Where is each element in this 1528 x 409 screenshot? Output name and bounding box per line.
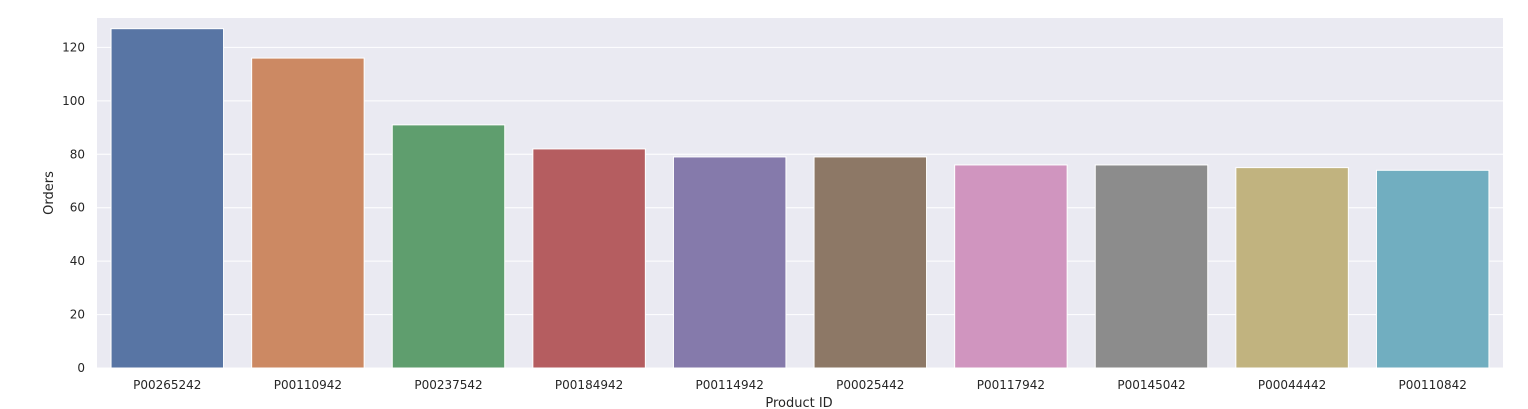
bar-P00117942 (954, 164, 1068, 369)
bar-P00114942 (672, 156, 787, 369)
x-axis-ticks: P00265242 P00110942 P00237542 P00184942 P001… (133, 378, 1467, 392)
y-tick-label: 100 (62, 94, 85, 108)
x-tick-label: P00114942 (696, 378, 764, 392)
y-tick-label: 0 (77, 361, 85, 375)
x-tick-label: P00110942 (274, 378, 342, 392)
bar-P00145042 (1094, 164, 1209, 369)
y-tick-label: 60 (70, 201, 85, 215)
x-tick-label: P00145042 (1117, 378, 1185, 392)
x-tick-label: P00237542 (414, 378, 482, 392)
bar-P00110842 (1375, 169, 1490, 369)
bar-P00025442 (813, 156, 928, 369)
x-tick-label: P00110842 (1399, 378, 1467, 392)
y-tick-label: 120 (62, 40, 85, 54)
x-tick-label: P00044442 (1258, 378, 1326, 392)
y-tick-label: 20 (70, 308, 85, 322)
bar-P00265242 (110, 28, 225, 369)
x-tick-label: P00184942 (555, 378, 623, 392)
y-axis-label: Orders (42, 171, 57, 215)
bar-P00237542 (391, 124, 506, 369)
y-tick-label: 40 (70, 254, 85, 268)
x-tick-label: P00117942 (977, 378, 1045, 392)
x-tick-label: P00025442 (836, 378, 904, 392)
bar-P00184942 (532, 148, 646, 369)
y-tick-label: 80 (70, 147, 85, 161)
bar-P00110942 (251, 57, 365, 369)
bar-P00044442 (1235, 167, 1349, 369)
y-axis-ticks: 0 20 40 60 80 100 120 (62, 40, 85, 375)
x-tick-label: P00265242 (133, 378, 201, 392)
bars (110, 28, 1490, 369)
x-axis-label: Product ID (765, 396, 832, 409)
